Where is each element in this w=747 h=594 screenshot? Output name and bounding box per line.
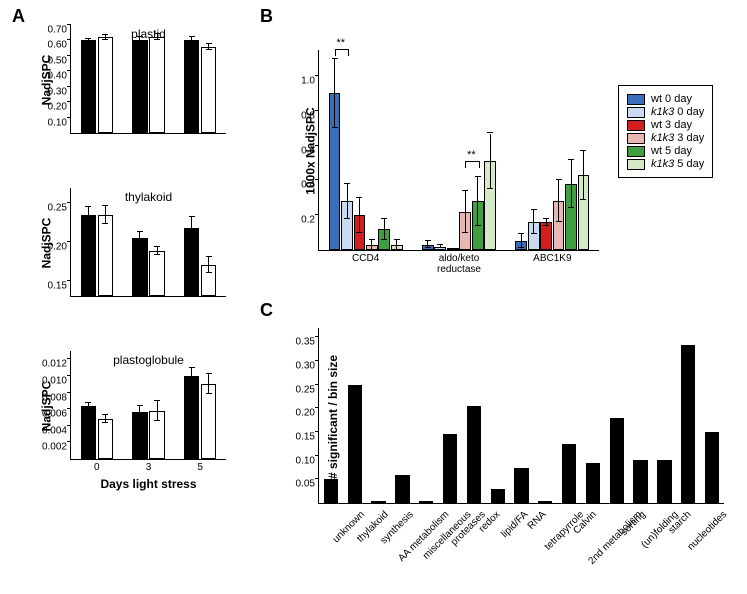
legend-swatch [627,94,645,105]
legend-item: k1k3 5 day [627,158,704,170]
legend-swatch [627,159,645,170]
legend-swatch [627,107,645,118]
panel-a-plot-0: plastid0.100.200.300.400.500.600.70NadjS… [70,25,226,134]
panel-label-b: B [260,6,273,27]
panel-label-a: A [12,6,25,27]
legend-item: wt 5 day [627,145,704,157]
legend-label: wt 0 day [651,93,692,105]
legend-item: wt 3 day [627,119,704,131]
panel-a-plot-1: thylakoid0.150.200.25NadjSPC [70,188,226,297]
panel-c-plot: 0.050.100.150.200.250.300.35unknownthyla… [318,328,724,504]
plot-title: plastoglobule [71,353,226,367]
panel-label-c: C [260,300,273,321]
legend-item: wt 0 day [627,93,704,105]
legend-swatch [627,120,645,131]
legend-swatch [627,133,645,144]
legend-label: k1k3 3 day [651,132,704,144]
legend-label: k1k3 0 day [651,106,704,118]
legend-label: wt 3 day [651,119,692,131]
legend-label: k1k3 5 day [651,158,704,170]
legend-label: wt 5 day [651,145,692,157]
panel-b-legend: wt 0 dayk1k3 0 daywt 3 dayk1k3 3 daywt 5… [618,85,713,178]
plot-title: thylakoid [71,190,226,204]
legend-swatch [627,146,645,157]
legend-item: k1k3 3 day [627,132,704,144]
legend-item: k1k3 0 day [627,106,704,118]
panel-a-plot-2: plastoglobule0.0020.0040.0060.0080.0100.… [70,351,226,460]
panel-b-plot: 0.20.40.60.81.0CCD4aldo/ketoreductaseABC… [318,50,599,251]
